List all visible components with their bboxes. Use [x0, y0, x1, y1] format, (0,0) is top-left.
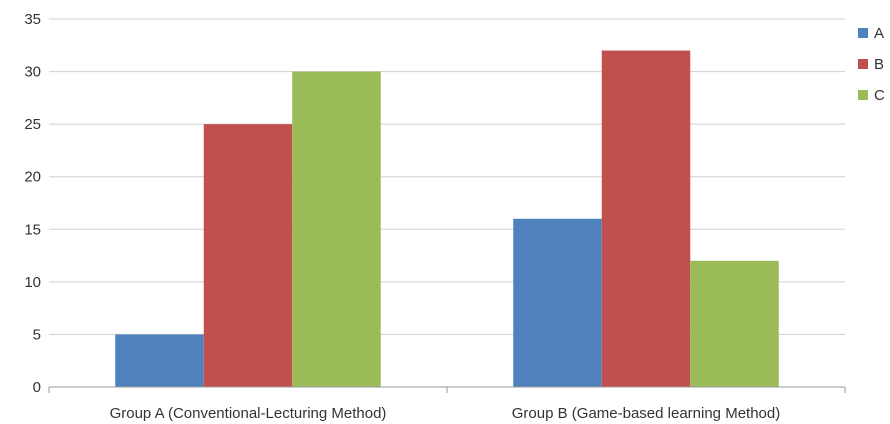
legend: ABC: [858, 25, 885, 104]
legend-label-b: B: [874, 56, 884, 73]
bars: [115, 50, 779, 388]
y-tick-label: 5: [33, 326, 41, 343]
legend-label-c: C: [874, 87, 885, 104]
bar-c-2: [690, 260, 779, 387]
x-category-label: Group A (Conventional-Lecturing Method): [110, 405, 387, 422]
bar-c-1: [292, 71, 381, 388]
bar-a-2: [513, 218, 602, 387]
y-tick-label: 0: [33, 379, 41, 396]
bar-b-1: [203, 124, 293, 388]
y-tick-label: 15: [24, 221, 41, 238]
y-tick-label: 35: [24, 11, 41, 28]
bar-b-2: [601, 50, 691, 388]
legend-swatch-b: [858, 59, 868, 69]
y-tick-label: 30: [24, 64, 41, 81]
bar-a-1: [115, 334, 204, 387]
y-tick-label: 25: [24, 116, 41, 133]
legend-swatch-c: [858, 90, 868, 100]
y-tick-label: 10: [24, 274, 41, 291]
legend-swatch-a: [858, 28, 868, 38]
legend-label-a: A: [874, 25, 884, 42]
axes: 0 5 10 15 20 25 30 35 Group A (Conventional-Lect…: [24, 11, 846, 422]
y-tick-label: 20: [24, 169, 41, 186]
x-category-label: Group B (Game-based learning Method): [512, 405, 780, 422]
